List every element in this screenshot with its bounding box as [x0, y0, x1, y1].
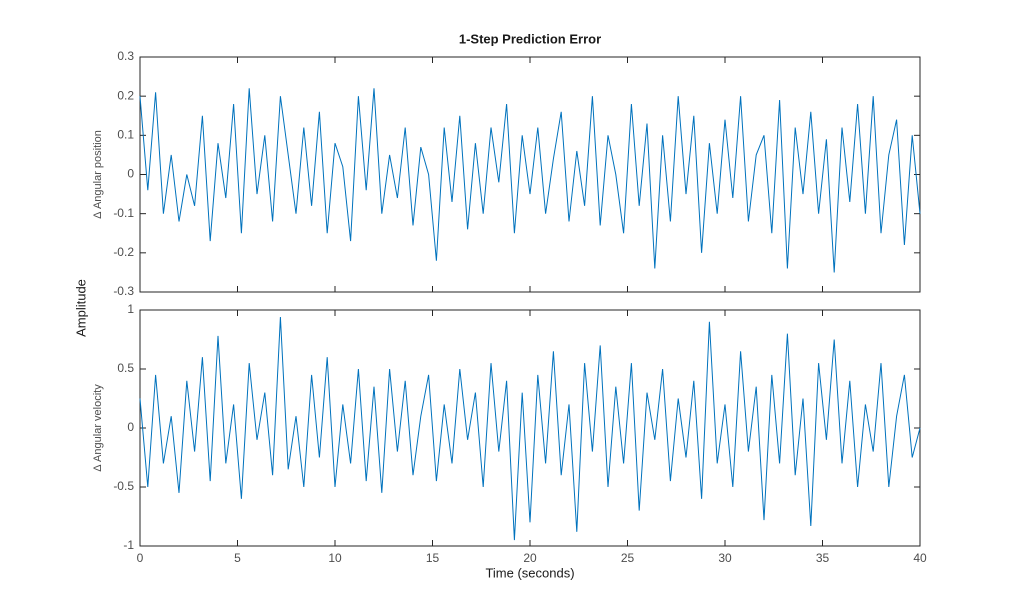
y-tick-label: 0 [127, 167, 134, 181]
x-tick-label: 0 [137, 551, 144, 565]
y-tick-label: -1 [123, 538, 134, 552]
y-tick-label: -0.3 [113, 284, 134, 298]
x-tick-label: 15 [426, 551, 440, 565]
x-tick-label: 30 [718, 551, 732, 565]
y-tick-label: -0.1 [113, 206, 134, 220]
y-tick-label: -0.5 [113, 479, 134, 493]
x-label: Time (seconds) [485, 565, 574, 580]
y-tick-label: 0.2 [117, 88, 134, 102]
chart-title: 1-Step Prediction Error [459, 31, 601, 46]
y-label: Δ Angular velocity [92, 384, 104, 472]
x-tick-label: 40 [913, 551, 927, 565]
y-tick-label: 0 [127, 420, 134, 434]
axes-box [139, 56, 921, 293]
x-tick-label: 35 [816, 551, 830, 565]
x-tick-label: 20 [523, 551, 537, 565]
y-tick-label: 0.1 [117, 128, 134, 142]
y-tick-label: 0.5 [117, 361, 134, 375]
axes-box [139, 309, 921, 547]
y-tick-label: -0.2 [113, 245, 134, 259]
x-tick-label: 10 [328, 551, 342, 565]
shared-y-label: Amplitude [73, 279, 88, 337]
data-line [139, 88, 921, 273]
y-tick-label: 0.3 [117, 49, 134, 63]
x-tick-label: 25 [621, 551, 635, 565]
data-line [139, 317, 921, 541]
y-label: Δ Angular position [92, 130, 104, 219]
x-tick-label: 5 [234, 551, 241, 565]
y-tick-label: 1 [127, 302, 134, 316]
